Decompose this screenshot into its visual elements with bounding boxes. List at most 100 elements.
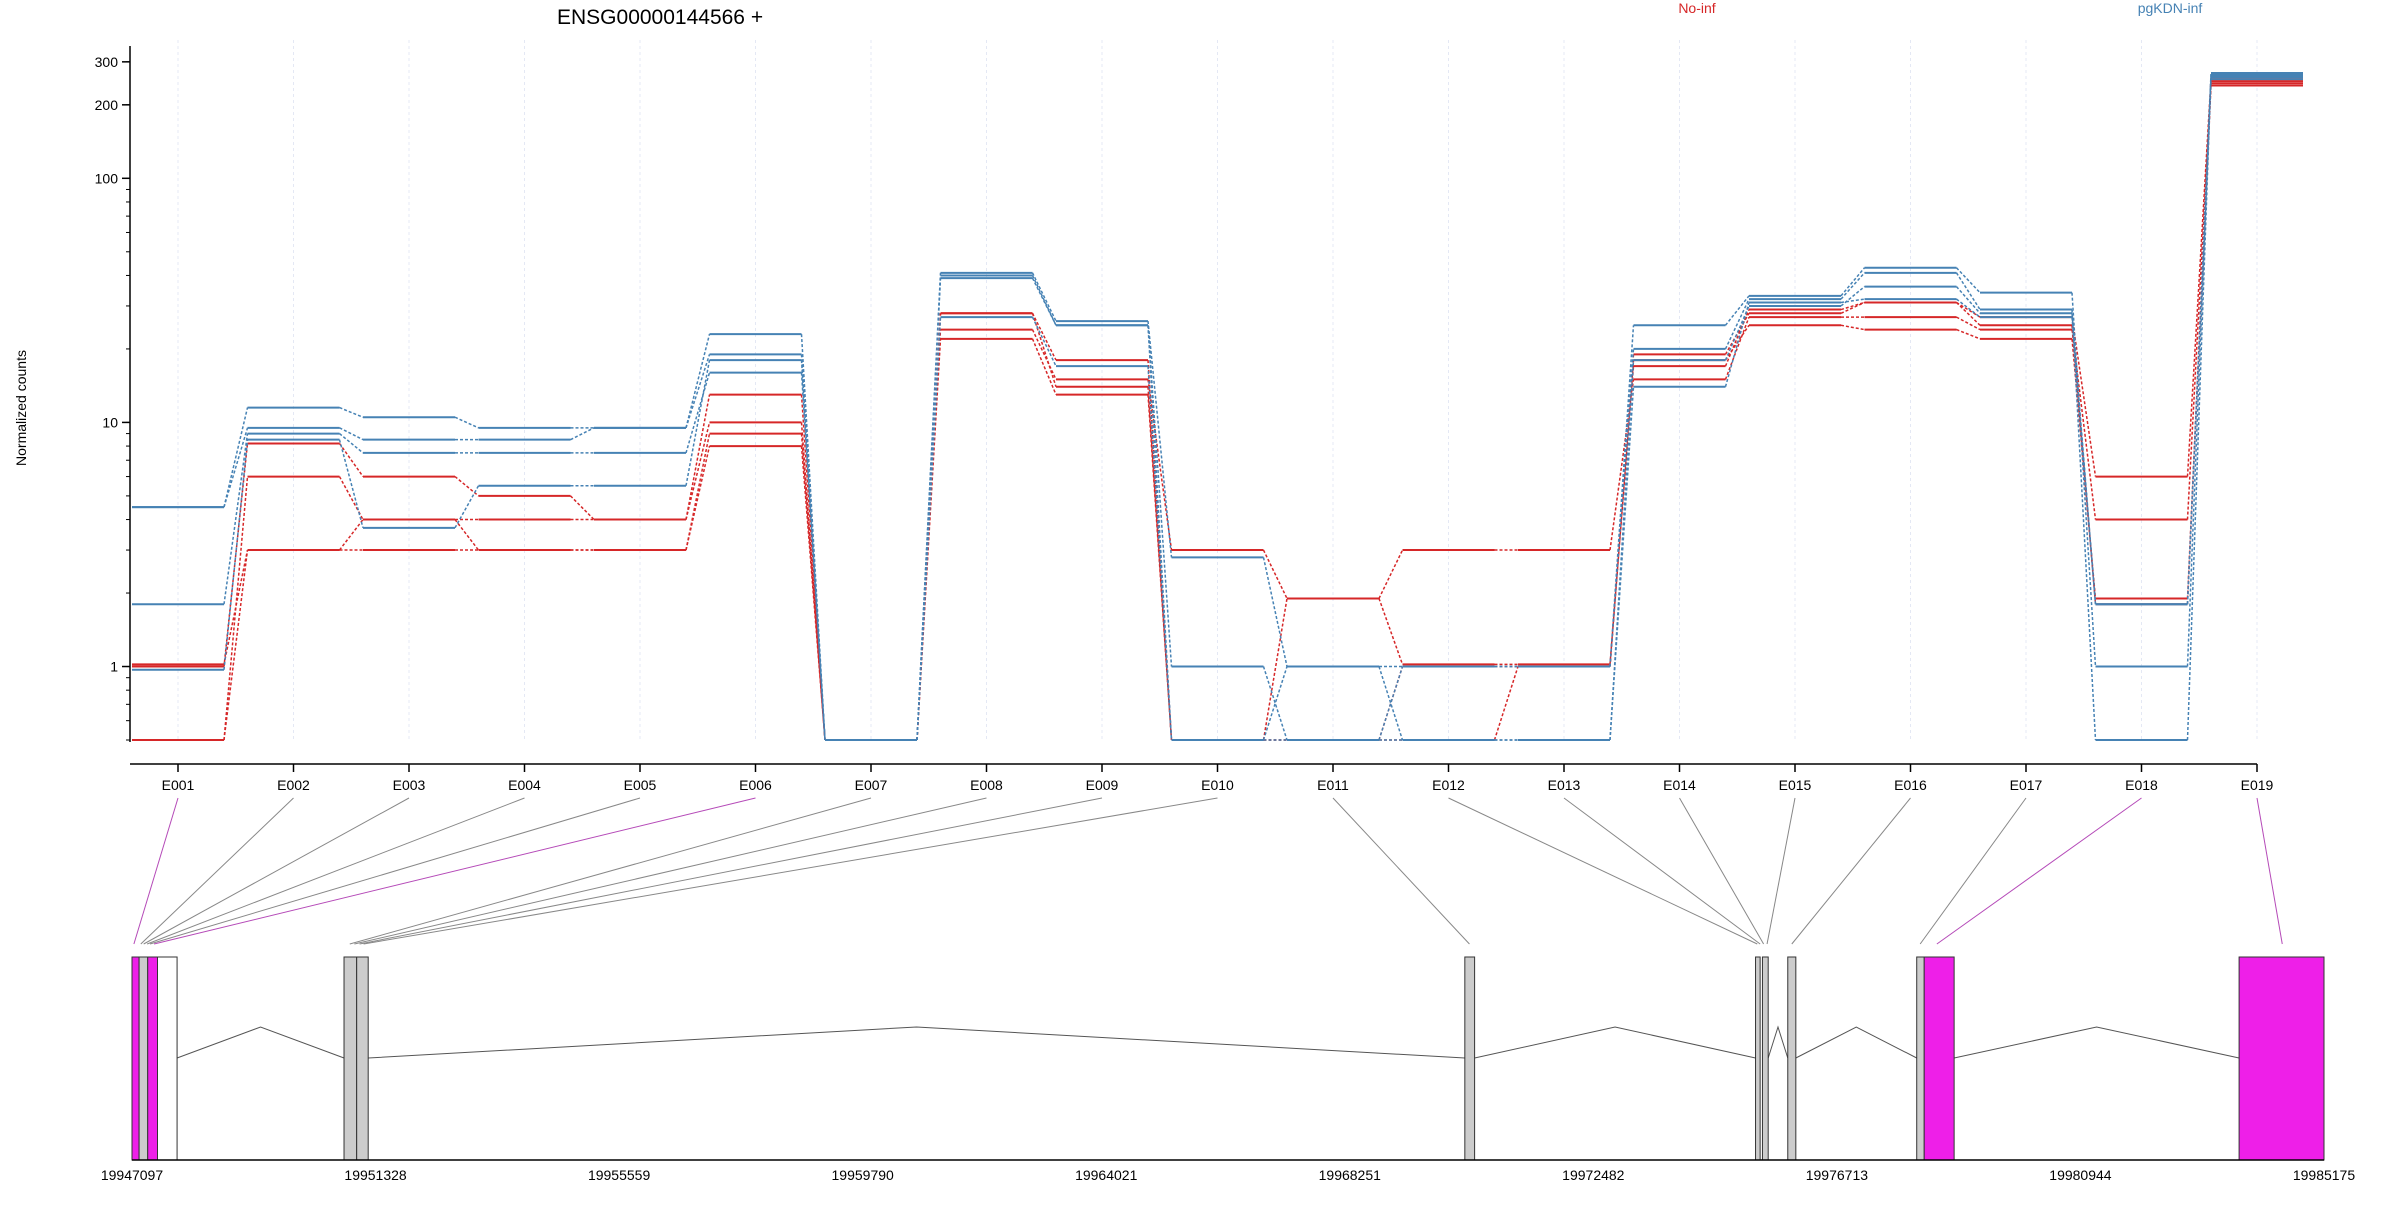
connector-e005	[685, 433, 711, 551]
connector-e002	[339, 427, 364, 441]
connector-e008	[1031, 272, 1057, 322]
connector-e015	[1840, 301, 1865, 314]
exon-block-5	[343, 956, 358, 1161]
x-tick-label-e017: E017	[2010, 777, 2043, 793]
connector-e005	[685, 359, 711, 486]
connector-line-e010	[363, 797, 1218, 945]
x-tick-label-e018: E018	[2125, 777, 2158, 793]
connector-e013	[1609, 348, 1635, 667]
connector-e018	[2186, 76, 2212, 605]
series-pgkdn-inf-7	[132, 76, 2303, 741]
connector-e014	[1724, 298, 1750, 350]
connector-e006	[800, 372, 826, 741]
connector-e008	[1031, 329, 1057, 380]
connector-e001	[223, 549, 249, 741]
x-tick-label-e012: E012	[1432, 777, 1465, 793]
coord-tick-label-19972482: 19972482	[1562, 1167, 1625, 1183]
connector-line-e007	[349, 797, 872, 945]
connector-e017	[2071, 329, 2097, 520]
connector-e011	[1378, 666, 1404, 741]
x-tick-label-e013: E013	[1548, 777, 1581, 793]
connector-e013	[1609, 386, 1635, 741]
connector-e016	[1955, 272, 1981, 310]
connector-line-e015	[1766, 797, 1796, 945]
x-tick-label-e010: E010	[1201, 777, 1234, 793]
exon-block-13	[2238, 956, 2325, 1161]
coord-tick-label-19976713: 19976713	[1806, 1167, 1869, 1183]
x-axis: E001 E002 E003 E004 E005 E006 E007 E008 E009 E010…	[130, 763, 2274, 793]
connector-e016	[1956, 316, 1981, 331]
connector-line-e013	[1563, 797, 1761, 945]
legend-label-no-inf: No-inf	[1678, 0, 1715, 16]
connector-e006	[800, 394, 826, 741]
connector-e002	[338, 439, 364, 529]
connector-e016	[1955, 286, 1981, 314]
connector-e001	[223, 549, 249, 665]
exon-block-11	[1916, 956, 1925, 1161]
grid-lines	[177, 40, 2258, 742]
connector-e007	[916, 275, 942, 741]
x-tick-label-e015: E015	[1779, 777, 1812, 793]
gene-model	[131, 956, 2325, 1161]
y-tick-label-1: 1	[110, 659, 118, 675]
connector-e008	[1031, 338, 1057, 395]
connector-e002	[339, 406, 364, 418]
exon-block-6	[356, 956, 369, 1161]
connector-e014	[1724, 312, 1750, 355]
x-tick-label-e019: E019	[2241, 777, 2274, 793]
series-pgkdn-inf-5	[132, 73, 2303, 741]
exon-block-7	[1464, 956, 1476, 1161]
x-tick-label-e001: E001	[162, 777, 195, 793]
x-tick-label-e016: E016	[1894, 777, 1927, 793]
exon-block-1	[131, 956, 140, 1161]
connector-line-e009	[359, 797, 1103, 945]
connector-line-e014	[1679, 797, 1765, 945]
chart-title: ENSG00000144566 +	[557, 6, 763, 29]
connector-line-e003	[143, 797, 410, 945]
exon-block-3	[147, 956, 159, 1161]
connector-e010	[1262, 598, 1288, 741]
exon-block-10	[1787, 956, 1797, 1161]
connector-e017	[2071, 309, 2097, 741]
connector-e006	[800, 334, 826, 741]
connector-e009	[1147, 379, 1173, 551]
connector-e003	[454, 519, 480, 551]
y-tick-label-100: 100	[95, 170, 119, 186]
connector-line-e006	[153, 797, 756, 945]
connector-e005	[685, 333, 711, 429]
x-tick-label-e011: E011	[1317, 777, 1349, 793]
connector-e011	[1378, 666, 1404, 741]
connector-e018	[2186, 83, 2212, 520]
x-tick-label-e009: E009	[1086, 777, 1119, 793]
connector-e014	[1724, 302, 1750, 387]
connector-e016	[1955, 267, 1981, 294]
exon-block-12	[1923, 956, 1955, 1161]
intron-4	[1767, 1025, 1789, 1059]
connector-line-e019	[2256, 797, 2283, 945]
connector-line-e017	[1919, 797, 2027, 945]
connector-e008	[1031, 277, 1057, 326]
connector-e008	[1031, 312, 1057, 361]
connector-e011	[1378, 598, 1404, 665]
connector-e008	[1031, 275, 1057, 326]
connector-e007	[916, 317, 942, 741]
coord-tick-label-19951328: 19951328	[344, 1167, 407, 1183]
intron-2	[368, 1026, 1465, 1059]
connector-e013	[1609, 379, 1635, 551]
connector-e002	[338, 443, 364, 478]
connector-e018	[2186, 79, 2212, 477]
coord-tick-label-19955559: 19955559	[588, 1167, 651, 1183]
coord-tick-label-19959790: 19959790	[832, 1167, 895, 1183]
intron-6	[1954, 1026, 2240, 1059]
connector-e014	[1724, 316, 1750, 380]
connector-e006	[800, 360, 826, 741]
connector-e003	[454, 416, 479, 429]
connector-e009	[1147, 325, 1173, 741]
series-lines	[132, 72, 2303, 741]
connector-line-e001	[133, 797, 179, 945]
coord-tick-label-19964021: 19964021	[1075, 1167, 1138, 1183]
connector-e012	[1493, 666, 1519, 741]
x-tick-label-e003: E003	[393, 777, 426, 793]
x-tick-label-e014: E014	[1663, 777, 1696, 793]
connector-e018	[2186, 74, 2212, 741]
